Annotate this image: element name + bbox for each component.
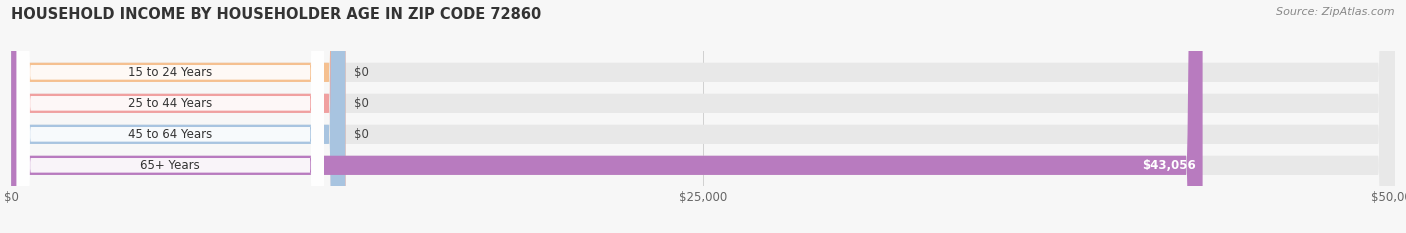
FancyBboxPatch shape <box>17 0 323 233</box>
Text: $43,056: $43,056 <box>1142 159 1195 172</box>
FancyBboxPatch shape <box>11 0 346 233</box>
Text: $0: $0 <box>354 128 368 141</box>
Text: 25 to 44 Years: 25 to 44 Years <box>128 97 212 110</box>
FancyBboxPatch shape <box>11 0 1395 233</box>
Text: $0: $0 <box>354 97 368 110</box>
FancyBboxPatch shape <box>11 0 346 233</box>
FancyBboxPatch shape <box>17 0 323 233</box>
Text: 15 to 24 Years: 15 to 24 Years <box>128 66 212 79</box>
Text: HOUSEHOLD INCOME BY HOUSEHOLDER AGE IN ZIP CODE 72860: HOUSEHOLD INCOME BY HOUSEHOLDER AGE IN Z… <box>11 7 541 22</box>
Text: 65+ Years: 65+ Years <box>141 159 200 172</box>
FancyBboxPatch shape <box>17 0 323 233</box>
FancyBboxPatch shape <box>11 0 1202 233</box>
Text: Source: ZipAtlas.com: Source: ZipAtlas.com <box>1277 7 1395 17</box>
Text: 45 to 64 Years: 45 to 64 Years <box>128 128 212 141</box>
FancyBboxPatch shape <box>11 0 346 233</box>
FancyBboxPatch shape <box>17 0 323 233</box>
FancyBboxPatch shape <box>11 0 1395 233</box>
FancyBboxPatch shape <box>11 0 1395 233</box>
FancyBboxPatch shape <box>11 0 1395 233</box>
Text: $0: $0 <box>354 66 368 79</box>
